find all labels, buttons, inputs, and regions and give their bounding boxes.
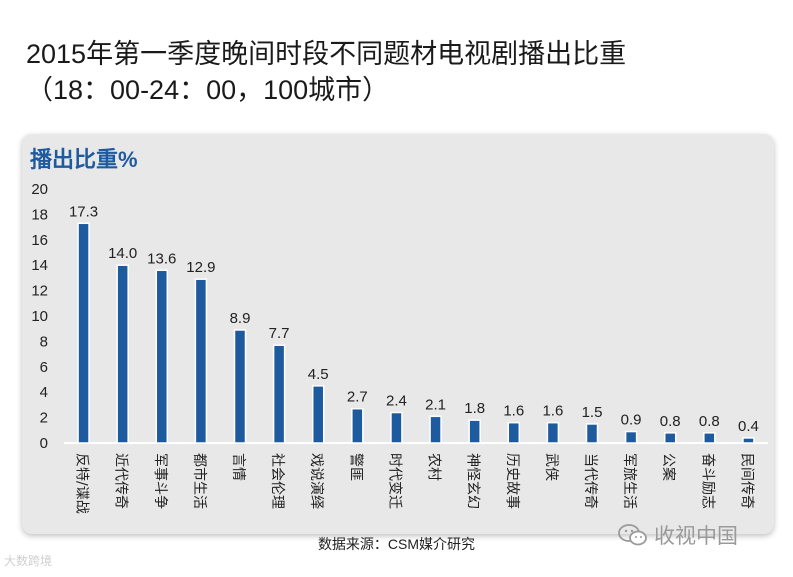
bar (390, 411, 403, 444)
data-source: 数据来源：CSM媒介研究 (317, 536, 476, 552)
bar (233, 329, 247, 444)
x-tick-label: 社会伦理 (269, 453, 285, 509)
bar-chart: 0 2 4 6 8 10 12 14 16 18 20 17.3 反特/谍战 14.0 近代传奇 13.6 军事… (31, 181, 768, 514)
x-tick-label: 当代传奇 (582, 453, 599, 509)
bar (351, 407, 364, 444)
y-tick-label: 16 (31, 232, 48, 249)
bar (194, 278, 208, 444)
data-label: 0.8 (699, 413, 720, 430)
chart-panel: 播出比重% 0 2 4 6 8 10 12 14 16 18 20 17.3 反特/谍战 14.0 近代传奇… (22, 134, 774, 534)
chart-title: 2015年第一季度晚间时段不同题材电视剧播出比重 （18：00-24：00，10… (26, 36, 626, 108)
x-tick-label: 武侠 (543, 453, 559, 481)
x-tick-label: 时代变迁 (386, 453, 402, 509)
y-tick-label: 0 (40, 435, 48, 452)
x-tick-label: 奋斗励志 (699, 453, 715, 509)
x-tick-label: 民间传奇 (738, 453, 755, 509)
title-line-2: （18：00-24：00，100城市） (26, 75, 390, 105)
data-label: 2.4 (386, 393, 407, 410)
x-tick-label: 言情 (230, 453, 246, 481)
data-label: 12.9 (186, 259, 215, 276)
y-tick-label: 2 (40, 410, 48, 427)
bar (155, 269, 169, 444)
data-label: 1.6 (503, 403, 524, 420)
x-tick-label: 农村 (426, 453, 442, 481)
bar (624, 430, 638, 444)
data-label: 2.1 (425, 396, 446, 413)
bar (272, 344, 286, 444)
x-tick-label: 戏说演绎 (308, 453, 324, 509)
watermark-left: 大数跨境 (4, 554, 53, 568)
data-label: 0.4 (738, 418, 759, 435)
bar (742, 437, 755, 444)
x-tick-label: 都市生活 (191, 453, 208, 509)
x-tick-label: 军旅生活 (621, 453, 637, 509)
data-label: 13.6 (147, 250, 176, 267)
x-tick-label: 历史故事 (504, 453, 520, 509)
bar (429, 415, 442, 444)
x-tick-label: 警匪 (347, 453, 363, 481)
y-tick-label: 4 (40, 384, 48, 401)
y-tick-label: 6 (40, 359, 48, 376)
data-label: 0.8 (660, 413, 681, 430)
bar (703, 432, 716, 444)
data-label: 0.9 (621, 412, 642, 429)
data-label: 1.8 (464, 400, 485, 417)
y-axis-title: 播出比重% (30, 147, 138, 172)
bar (77, 222, 90, 444)
watermark-right-text: 收视中国 (654, 525, 738, 548)
data-label: 17.3 (69, 203, 98, 220)
data-label: 1.5 (582, 404, 603, 421)
wechat-icon (618, 524, 647, 546)
x-tick-label: 军事斗争 (152, 453, 168, 509)
bar (507, 421, 521, 444)
y-tick-label: 12 (31, 283, 48, 300)
y-tick-label: 8 (40, 333, 48, 350)
x-tick-label: 神怪玄幻 (465, 453, 482, 509)
bar (585, 423, 599, 444)
x-tick-label: 反特/谍战 (74, 453, 90, 514)
bar (663, 432, 677, 444)
data-label: 8.9 (230, 310, 251, 327)
title-line-1: 2015年第一季度晚间时段不同题材电视剧播出比重 (26, 39, 627, 69)
data-label: 7.7 (269, 325, 290, 342)
bar (468, 419, 481, 444)
y-tick-label: 18 (31, 206, 48, 223)
bar (116, 264, 129, 444)
x-tick-label: 公案 (660, 453, 677, 481)
bar (311, 385, 325, 444)
y-tick-label: 10 (31, 308, 48, 325)
x-tick-label: 近代传奇 (113, 453, 130, 509)
watermark-right: 收视中国 (618, 520, 738, 550)
y-tick-label: 20 (31, 181, 48, 198)
data-label: 2.7 (347, 389, 368, 406)
data-label: 1.6 (542, 403, 563, 420)
data-label: 4.5 (308, 366, 329, 383)
y-tick-label: 14 (31, 257, 48, 274)
data-label: 14.0 (108, 245, 137, 262)
bar (546, 421, 560, 444)
